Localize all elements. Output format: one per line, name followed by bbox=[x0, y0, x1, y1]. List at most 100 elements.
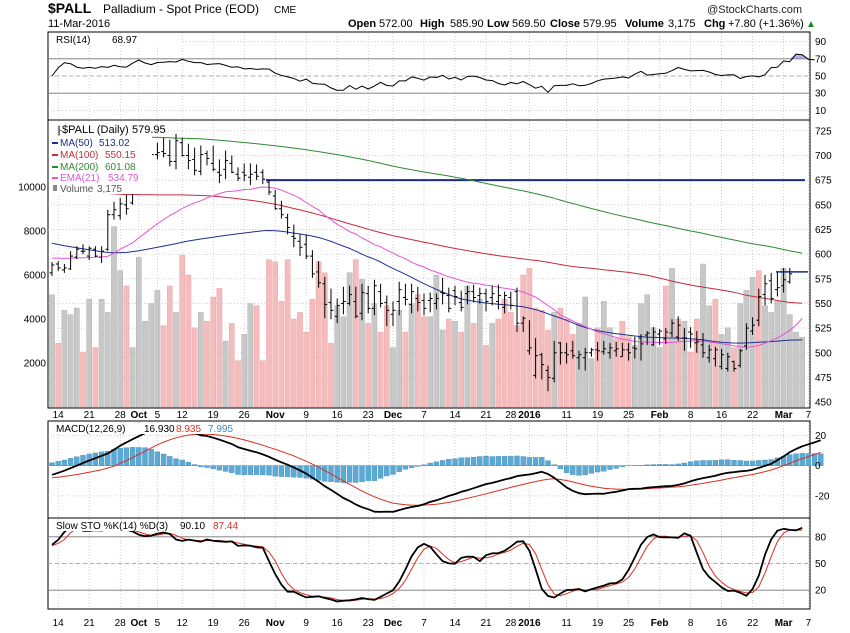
macd-histogram-bar bbox=[384, 465, 390, 477]
macd-histogram-bar bbox=[495, 456, 502, 466]
macd-histogram-bar bbox=[365, 465, 371, 481]
y-tick-label: 725 bbox=[815, 126, 832, 137]
price-bar bbox=[458, 290, 464, 312]
price-bar bbox=[595, 341, 600, 361]
price-bar bbox=[539, 352, 545, 380]
x-tick-label: Dec bbox=[384, 410, 403, 421]
price-bar bbox=[620, 342, 625, 358]
x-tick-label: 19 bbox=[592, 410, 604, 421]
macd-value: 16.930 bbox=[144, 424, 175, 435]
volume-bar bbox=[607, 327, 613, 408]
macd-histogram-bar bbox=[557, 465, 564, 470]
price-bar bbox=[62, 264, 67, 273]
price-bar bbox=[657, 329, 662, 345]
chg-label: Chg bbox=[704, 18, 725, 30]
macd-histogram-bar bbox=[55, 461, 61, 466]
price-bar bbox=[781, 267, 786, 293]
volume-bar bbox=[353, 259, 359, 408]
volume-bar bbox=[129, 347, 136, 408]
volume-bar bbox=[452, 321, 458, 408]
volume-bar bbox=[656, 347, 663, 408]
x-tick-label: 14 bbox=[449, 618, 461, 629]
macd-histogram-bar bbox=[309, 465, 316, 480]
macd-histogram-bar bbox=[446, 459, 452, 466]
rsi-line bbox=[51, 53, 815, 93]
price-bar bbox=[688, 327, 693, 348]
x-tick-label: 21 bbox=[480, 410, 492, 421]
price-bar bbox=[396, 281, 402, 316]
macd-histogram-bar bbox=[644, 464, 650, 466]
x-tick-label: 14 bbox=[53, 410, 65, 421]
watermark: @StockCharts.com bbox=[707, 4, 802, 16]
price-bar bbox=[514, 287, 520, 333]
price-bar bbox=[155, 142, 160, 160]
price-bar bbox=[533, 337, 538, 379]
ema21-value: 534.79 bbox=[108, 173, 139, 184]
x-tick-label: 5 bbox=[155, 618, 161, 629]
stochastic-d-value: 87.44 bbox=[213, 521, 238, 532]
rsi-legend: RSI(14) 68.97 bbox=[50, 34, 182, 46]
price-bar bbox=[117, 197, 123, 220]
macd-histogram-bar bbox=[247, 465, 254, 475]
volume-bar bbox=[508, 312, 514, 408]
rsi-title: RSI(14) bbox=[56, 35, 90, 46]
stochastic-title: Slow STO %K(14) %D(3) bbox=[56, 521, 168, 532]
macd-histogram-bar bbox=[483, 455, 489, 466]
volume-bar bbox=[415, 294, 421, 408]
macd-histogram-bar bbox=[117, 447, 123, 466]
ema21-label: EMA(21) bbox=[60, 173, 99, 184]
x-tick-label: 28 bbox=[505, 410, 517, 421]
volume-bar bbox=[501, 299, 508, 408]
price-bar bbox=[223, 150, 228, 180]
volume-bar bbox=[98, 299, 105, 408]
macd-histogram-bar bbox=[136, 447, 142, 466]
price-bar bbox=[725, 352, 731, 372]
macd-histogram-bar bbox=[731, 460, 737, 466]
x-tick-label: 8 bbox=[688, 410, 694, 421]
ma100-line bbox=[51, 189, 803, 304]
price-bar bbox=[217, 159, 222, 184]
macd-histogram-bar bbox=[291, 465, 297, 478]
macd-histogram-bar bbox=[718, 459, 725, 466]
x-axis-ticks: 141421212828OctOct55121219192626NovNov99… bbox=[53, 410, 812, 629]
volume-bar bbox=[390, 347, 396, 408]
macd-histogram-bar bbox=[539, 457, 545, 466]
y-tick-label: 500 bbox=[815, 348, 832, 359]
volume-bar bbox=[762, 305, 768, 408]
x-tick-label: 16 bbox=[716, 618, 728, 629]
macd-histogram-bar bbox=[185, 461, 192, 466]
volume-bar bbox=[247, 303, 254, 408]
volume-bar bbox=[458, 332, 465, 408]
x-tick-label: 9 bbox=[303, 618, 309, 629]
price-bar bbox=[86, 246, 92, 261]
macd-histogram-bar bbox=[551, 464, 557, 466]
price-bar bbox=[768, 272, 774, 304]
x-tick-label: 8 bbox=[688, 618, 694, 629]
x-tick-label: Nov bbox=[266, 410, 285, 421]
ema21-line bbox=[52, 186, 803, 348]
price-bar bbox=[49, 262, 55, 276]
volume-bar bbox=[117, 270, 123, 408]
volume-bar bbox=[111, 226, 117, 408]
volume-bar bbox=[470, 323, 477, 408]
price-bar bbox=[403, 283, 408, 306]
macd-histogram-bar bbox=[811, 453, 818, 466]
price-bar bbox=[105, 209, 111, 252]
x-tick-label: 22 bbox=[747, 410, 759, 421]
series-layer bbox=[49, 53, 824, 603]
price-bar bbox=[737, 348, 743, 368]
volume-bar bbox=[340, 316, 347, 408]
volume-bar bbox=[55, 343, 61, 408]
ma200-line bbox=[51, 133, 803, 254]
macd-histogram-bar bbox=[123, 447, 130, 466]
price-bar bbox=[613, 341, 619, 357]
y-tick-label: 575 bbox=[815, 274, 832, 285]
volume-bar bbox=[123, 285, 130, 408]
price-bar bbox=[390, 301, 396, 327]
macd-histogram-bar bbox=[433, 461, 440, 466]
macd-histogram-bar bbox=[681, 462, 688, 466]
macd-histogram-bar bbox=[173, 458, 179, 466]
close-value: 579.95 bbox=[583, 18, 617, 30]
bar-chart-icon: ╟ bbox=[56, 125, 62, 136]
volume-label: Volume bbox=[625, 18, 664, 30]
